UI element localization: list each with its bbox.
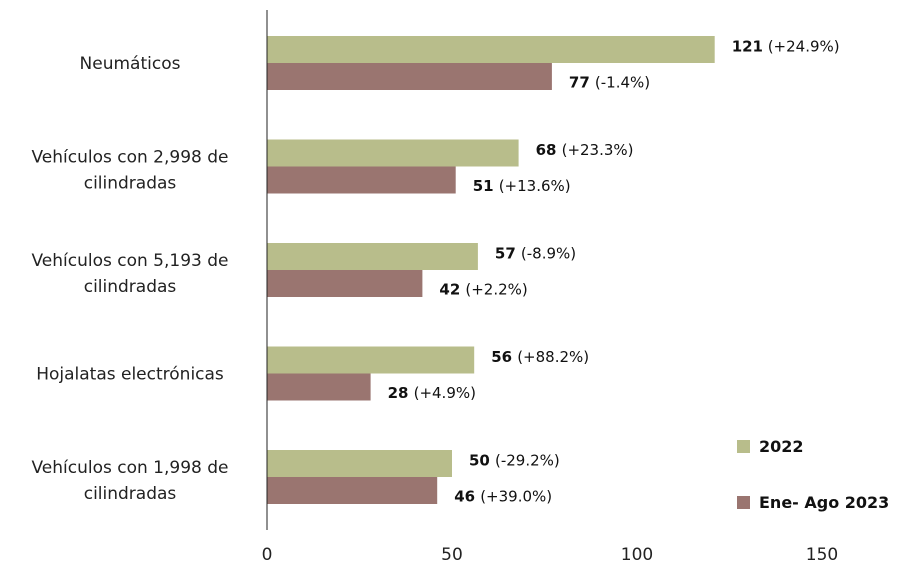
data-label-value: 121 [732,38,763,56]
data-label-change: (+2.2%) [465,281,527,299]
legend-swatch [737,496,750,509]
category-label: Vehículos con 2,998 de cilindradas [31,148,228,194]
category-label: Vehículos con 1,998 de cilindradas [31,458,228,504]
category-label: Hojalatas electrónicas [36,365,224,385]
data-label-change: (+24.9%) [768,38,840,56]
bars-layer [267,36,715,504]
bar-series2 [267,373,371,401]
data-label-value: 56 [491,348,512,366]
data-label-value: 77 [569,74,590,92]
data-label-change: (+88.2%) [517,348,589,366]
data-label-value: 51 [473,177,494,195]
data-label-change: (-29.2%) [495,452,560,470]
data-labels: 121 (+24.9%) 68 (+23.3%) 57 (-8.9%) 56 (+88.2%)… [388,38,840,506]
data-label-value: 46 [454,488,475,506]
category-label: Vehículos con 5,193 de cilindradas [31,251,228,297]
bar-series1 [267,450,452,477]
bar-series2 [267,63,552,90]
x-tick-label: 150 [806,545,838,565]
x-tick-label: 100 [621,545,653,565]
data-label-value: 28 [388,384,409,402]
bar-series1 [267,36,715,63]
bar-series2 [267,270,423,297]
data-label-change: (+39.0%) [480,488,552,506]
category-labels: Neumáticos Vehículos con 2,998 de cilindra… [31,54,228,504]
data-label-change: (-1.4%) [595,74,650,92]
category-label: Neumáticos [80,54,181,74]
data-label-change: (+23.3%) [562,141,634,159]
bar-series1 [267,243,478,270]
legend-label: 2022 [759,437,804,456]
bar-series2 [267,477,438,504]
bar-series1 [267,139,519,167]
legend-swatch [737,440,750,453]
data-label-value: 42 [439,281,460,299]
x-tick-labels: 0 50 100 150 [262,545,839,565]
x-tick-label: 50 [441,545,463,565]
data-label-value: 57 [495,245,516,263]
legend: 2022 Ene- Ago 2023 [737,437,889,512]
bar-series2 [267,166,456,194]
data-label-change: (+4.9%) [414,384,476,402]
x-tick-label: 0 [262,545,273,565]
bar-series1 [267,346,475,374]
data-label-value: 50 [469,452,490,470]
data-label-change: (-8.9%) [521,245,576,263]
data-label-value: 68 [536,141,557,159]
legend-label: Ene- Ago 2023 [759,493,889,512]
data-label-change: (+13.6%) [499,177,571,195]
